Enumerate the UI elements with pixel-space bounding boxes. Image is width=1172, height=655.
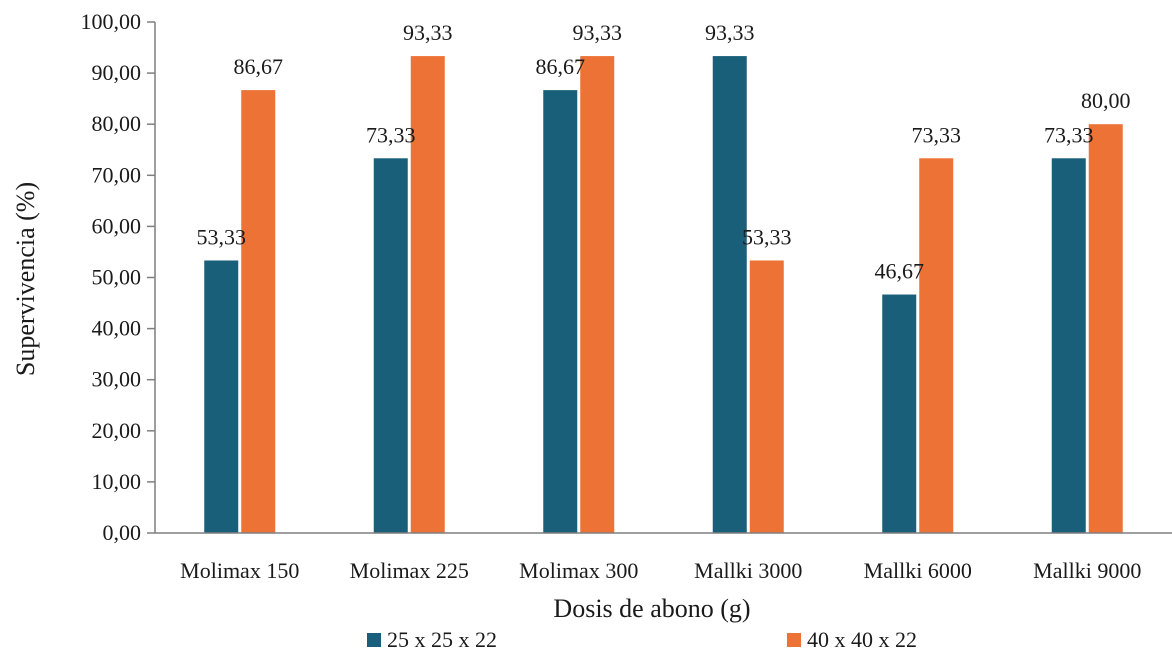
data-label: 46,67	[875, 259, 925, 284]
data-label: 53,33	[197, 224, 247, 249]
y-tick-label: 80,00	[92, 111, 142, 136]
x-tick-label: Molimax 300	[519, 558, 638, 583]
data-label: 86,67	[234, 54, 284, 79]
legend-swatch	[367, 633, 381, 647]
y-axis-title: Supervivencia (%)	[11, 182, 40, 376]
legend-label: 25 x 25 x 22	[387, 627, 497, 652]
data-label: 93,33	[403, 20, 453, 45]
data-label: 53,33	[742, 224, 792, 249]
data-label: 80,00	[1081, 88, 1131, 113]
x-tick-label: Mallki 6000	[864, 558, 972, 583]
y-tick-label: 40,00	[92, 316, 142, 341]
data-label: 73,33	[912, 122, 962, 147]
bar-series-1	[204, 260, 239, 533]
x-tick-label: Molimax 225	[350, 558, 469, 583]
bar-series-1	[1051, 158, 1086, 534]
bars	[204, 56, 1123, 534]
x-tick-label: Mallki 3000	[694, 558, 802, 583]
bar-series-2	[580, 56, 615, 533]
data-label: 73,33	[1044, 122, 1094, 147]
bar-series-2	[410, 56, 445, 533]
legend-swatch	[787, 633, 801, 647]
bar-series-2	[241, 90, 276, 533]
bar-series-2	[1088, 124, 1123, 533]
data-label: 86,67	[536, 54, 586, 79]
bar-series-1	[373, 158, 408, 534]
data-labels: 53,33 86,67 73,33 93,33 86,67 93,33 93,33 53,33…	[197, 20, 1131, 283]
x-axis-title: Dosis de abono (g)	[553, 594, 750, 623]
y-tick-label: 100,00	[81, 9, 142, 34]
x-axis: Molimax 150 Molimax 225 Molimax 300 Mallki …	[155, 532, 1172, 583]
y-tick-label: 30,00	[92, 367, 142, 392]
bar-series-1	[712, 56, 747, 533]
y-axis: 0,00 10,00 20,00 30,00 40,00 50,00 60,00 70,00 8…	[81, 9, 156, 545]
data-label: 93,33	[573, 20, 623, 45]
data-label: 93,33	[705, 20, 755, 45]
bar-series-2	[749, 260, 784, 533]
x-tick-label: Molimax 150	[180, 558, 299, 583]
bar-series-1	[543, 90, 578, 533]
legend-label: 40 x 40 x 22	[807, 627, 917, 652]
y-tick-label: 60,00	[92, 213, 142, 238]
y-tick-label: 0,00	[103, 520, 142, 545]
bar-series-2	[919, 158, 954, 534]
y-tick-label: 10,00	[92, 469, 142, 494]
x-tick-label: Mallki 9000	[1033, 558, 1141, 583]
bar-series-1	[882, 294, 917, 533]
data-label: 73,33	[366, 122, 416, 147]
y-tick-label: 20,00	[92, 418, 142, 443]
y-tick-label: 90,00	[92, 60, 142, 85]
y-tick-label: 50,00	[92, 265, 142, 290]
y-tick-label: 70,00	[92, 162, 142, 187]
legend: 25 x 25 x 22 40 x 40 x 22	[367, 627, 917, 652]
